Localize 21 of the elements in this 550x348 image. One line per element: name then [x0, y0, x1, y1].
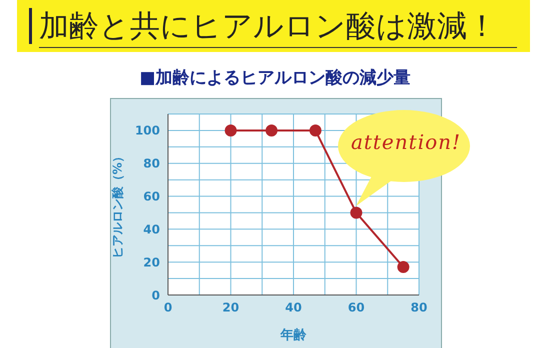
- chart-subtitle: ■加齢によるヒアルロン酸の減少量: [138, 67, 412, 89]
- y-tick-label: 40: [143, 222, 160, 236]
- y-tick-label: 80: [143, 156, 160, 171]
- point: [224, 124, 237, 136]
- y-tick-label: 20: [143, 255, 160, 270]
- point: [350, 206, 362, 219]
- annotation: attention!: [350, 130, 462, 154]
- point: [266, 124, 278, 136]
- point: [309, 124, 322, 136]
- x-tick-label: 40: [285, 300, 302, 315]
- x-tick-label: 80: [410, 300, 428, 315]
- y-tick-label: 0: [152, 288, 160, 302]
- y-axis-title: ヒアルロン酸（%）: [110, 150, 124, 259]
- chart-title: 加齢と共にヒアルロン酸は激減！: [39, 6, 517, 48]
- x-tick-label: 60: [348, 300, 365, 315]
- x-tick-label: 20: [222, 300, 240, 315]
- x-tick-label: 0: [164, 300, 172, 315]
- y-tick-label: 100: [134, 124, 160, 138]
- x-axis-title: 年齢: [280, 328, 308, 343]
- point: [397, 261, 410, 274]
- y-tick-label: 60: [143, 190, 160, 204]
